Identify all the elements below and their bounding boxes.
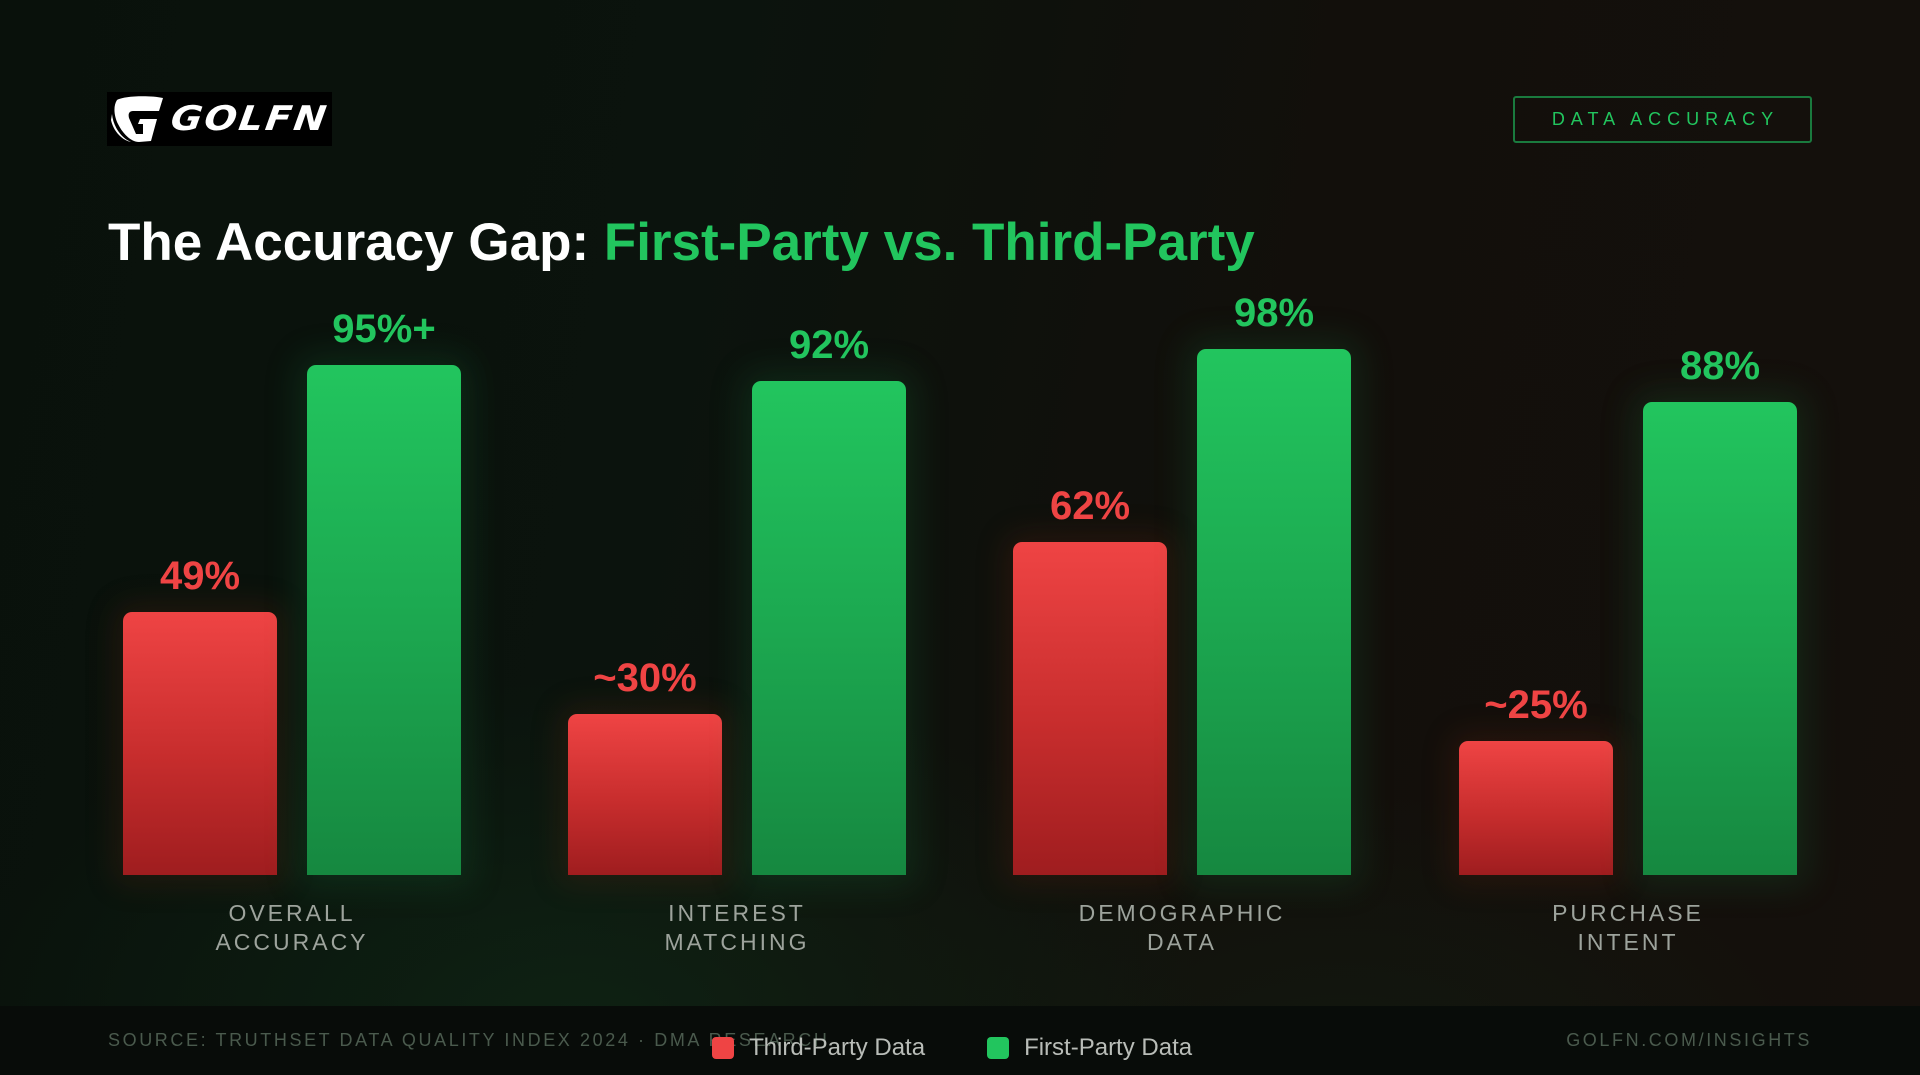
first-party-value-label: 98% bbox=[1233, 291, 1315, 335]
golfn-g-shield-icon bbox=[111, 96, 163, 142]
first-party-value-label: 92% bbox=[788, 323, 870, 367]
first-party-value-label: 88% bbox=[1679, 344, 1761, 388]
legend-item-first-party: First-Party Data bbox=[987, 1034, 1192, 1062]
legend-label: First-Party Data bbox=[1024, 1034, 1193, 1061]
third-party-bar bbox=[123, 612, 277, 875]
title-highlight: First-Party vs. Third-Party bbox=[603, 213, 1255, 272]
site-link[interactable]: GOLFN.COM/INSIGHTS bbox=[1566, 1030, 1812, 1050]
title-prefix: The Accuracy Gap: bbox=[108, 213, 604, 272]
third-party-bar bbox=[568, 714, 722, 875]
category-label: OVERALL ACCURACY bbox=[215, 900, 369, 955]
category-label: PURCHASE INTENT bbox=[1552, 900, 1704, 955]
third-party-value-label: ~30% bbox=[593, 656, 697, 700]
first-party-bar bbox=[752, 381, 906, 875]
third-party-bar bbox=[1459, 741, 1613, 875]
source-citation: SOURCE: TRUTHSET DATA QUALITY INDEX 2024… bbox=[108, 1030, 830, 1050]
third-party-bar bbox=[1013, 542, 1167, 875]
legend-item-third-party: Third-Party Data bbox=[712, 1034, 925, 1062]
third-party-value-label: ~25% bbox=[1484, 683, 1588, 727]
golfn-logo: GOLFN bbox=[107, 92, 332, 146]
third-party-value-label: 62% bbox=[1049, 484, 1131, 528]
third-party-swatch-icon bbox=[712, 1037, 734, 1059]
page-title: The Accuracy Gap: First-Party vs. Third-… bbox=[108, 212, 1255, 273]
chart-legend: Third-Party Data First-Party Data bbox=[712, 1033, 1254, 1063]
first-party-value-label: 95%+ bbox=[332, 307, 436, 351]
data-accuracy-badge: DATA ACCURACY bbox=[1513, 96, 1812, 143]
first-party-bar bbox=[1643, 402, 1797, 875]
category-label: DEMOGRAPHIC DATA bbox=[1078, 900, 1286, 955]
bar-chart: 49% 95%+ OVERALL ACCURACY ~30% 92% INTEREST M… bbox=[123, 291, 1797, 955]
first-party-swatch-icon bbox=[987, 1037, 1010, 1059]
third-party-value-label: 49% bbox=[159, 554, 241, 598]
legend-label: Third-Party Data bbox=[749, 1034, 926, 1061]
first-party-bar bbox=[307, 365, 461, 875]
first-party-bar bbox=[1197, 349, 1351, 875]
footer-bar bbox=[0, 1006, 1920, 1075]
category-label: INTEREST MATCHING bbox=[664, 900, 810, 955]
